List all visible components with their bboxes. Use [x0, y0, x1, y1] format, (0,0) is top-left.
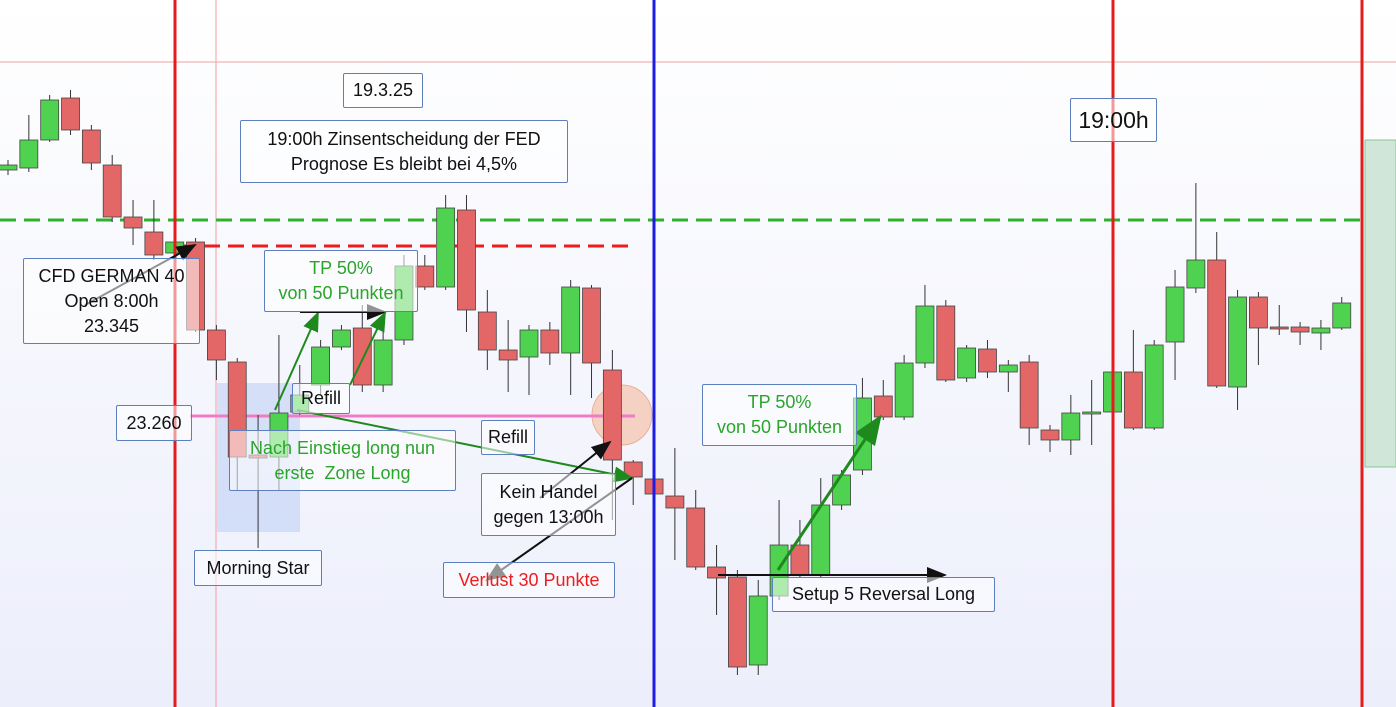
candle-body: [1165, 286, 1185, 343]
label-text: 19:00h: [1078, 106, 1149, 133]
label-box: Kein Handel gegen 13:00h: [481, 473, 616, 536]
candle-body: [1249, 296, 1268, 329]
candle-body: [61, 97, 80, 131]
candle-body: [123, 216, 143, 229]
label-text: Refill: [487, 427, 528, 447]
label-text: Prognose Es bleibt bei 4,5%: [290, 153, 518, 174]
candle-body: [540, 329, 560, 354]
candle-body: [1019, 361, 1039, 429]
candle-body: [1207, 259, 1227, 387]
label-box: Morning Star: [194, 550, 322, 586]
candle-body: [748, 595, 768, 666]
candle-body: [1144, 344, 1164, 429]
candle-body: [957, 347, 977, 379]
label-text: von 50 Punkten: [278, 283, 404, 303]
candle-body: [998, 364, 1018, 373]
candle-body: [457, 209, 476, 311]
candle-body: [832, 474, 851, 506]
candle-body: [915, 305, 935, 364]
candle-body: [623, 461, 643, 478]
candle-body: [707, 566, 726, 579]
candle-body: [894, 362, 914, 418]
candle-body: [332, 329, 351, 348]
label-box: Verlust 30 Punkte: [443, 562, 615, 598]
candle-body: [790, 544, 810, 576]
candle-body: [873, 395, 893, 418]
label-text: gegen 13:00h: [493, 506, 604, 527]
label-text: TP 50%: [309, 258, 373, 278]
label-text: Morning Star: [206, 557, 310, 578]
candle-body: [1228, 296, 1247, 388]
candle-body: [477, 311, 497, 351]
label-box: 19:00h: [1070, 98, 1157, 142]
label-text: 23.260: [126, 412, 182, 433]
candle-body: [40, 99, 60, 141]
label-text: von 50 Punkten: [716, 417, 843, 437]
label-box: CFD GERMAN 40 Open 8:00h 23.345: [23, 258, 200, 344]
candle-body: [582, 287, 601, 364]
label-text: Open 8:00h: [64, 290, 159, 311]
label-text: TP 50%: [747, 392, 812, 412]
label-box: Refill: [481, 420, 535, 455]
candle-body: [1040, 429, 1060, 441]
candle-body: [373, 339, 393, 386]
candle-body: [19, 139, 39, 169]
label-text: erste Zone Long: [274, 462, 411, 483]
candle-body: [498, 349, 518, 361]
label-box: Nach Einstieg long nun erste Zone Long: [229, 430, 456, 491]
candle-body: [206, 329, 226, 361]
label-text: 19:00h Zinsentscheidung der FED: [267, 128, 541, 149]
candle-body: [1186, 259, 1206, 289]
candle-body: [0, 164, 18, 171]
candle-body: [1082, 411, 1102, 415]
zone: [1364, 139, 1396, 468]
label-box: TP 50% von 50 Punkten: [702, 384, 857, 446]
label-text: 23.345: [83, 315, 140, 336]
label-box: 23.260: [116, 405, 192, 441]
label-text: Nach Einstieg long nun: [249, 437, 436, 458]
candle-body: [1269, 326, 1289, 330]
label-box: 19.3.25: [343, 73, 423, 108]
label-text: Setup 5 Reversal Long: [791, 584, 976, 604]
candle-body: [728, 576, 747, 668]
label-box: TP 50% von 50 Punkten: [264, 250, 418, 312]
candle-body: [415, 265, 435, 288]
label-text: Verlust 30 Punkte: [458, 569, 600, 590]
candle-body: [1290, 326, 1310, 333]
label-text: Refill: [300, 388, 341, 408]
candle-body: [602, 369, 622, 461]
label-text: CFD GERMAN 40: [38, 265, 185, 286]
candle-body: [936, 305, 956, 381]
candle-body: [81, 129, 101, 164]
label-box: 19:00h Zinsentscheidung der FED Prognose …: [240, 120, 568, 183]
candle-body: [352, 327, 372, 386]
candle-body: [1332, 302, 1352, 329]
candle-body: [1123, 371, 1143, 429]
candle-body: [311, 346, 331, 386]
label-text: 19.3.25: [352, 80, 414, 100]
candle-body: [665, 495, 685, 509]
candle-body: [1061, 412, 1081, 441]
candle-body: [978, 348, 997, 373]
candle-body: [1311, 327, 1331, 334]
label-box: Refill: [292, 383, 350, 414]
candle-body: [686, 507, 706, 568]
label-box: Setup 5 Reversal Long: [772, 577, 995, 612]
candle-body: [436, 207, 456, 288]
label-text: Kein Handel: [499, 481, 598, 502]
candle-body: [519, 329, 539, 358]
candle-body: [102, 164, 122, 218]
candle-body: [144, 231, 164, 256]
candle-body: [561, 286, 581, 354]
